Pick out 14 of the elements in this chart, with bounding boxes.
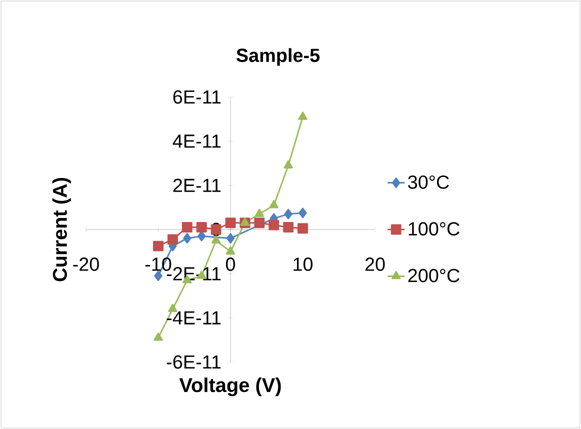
legend-label: 30°C xyxy=(408,175,449,189)
y-tick-label: -6E-11 xyxy=(166,355,221,369)
y-tick-label: 4E-11 xyxy=(172,134,221,148)
y-axis-title: Current (A) xyxy=(52,178,71,282)
y-tick-label: 6E-11 xyxy=(173,90,221,104)
x-tick-label: 10 xyxy=(294,258,313,271)
y-tick-label: 2E-11 xyxy=(173,178,221,192)
x-tick-label: 20 xyxy=(365,258,385,271)
legend-label: 100°C xyxy=(408,222,460,236)
x-axis-title: Voltage (V) xyxy=(179,378,281,396)
legend-label: 200°C xyxy=(408,268,460,282)
x-tick-label: 0 xyxy=(226,258,236,271)
x-tick-label: -20 xyxy=(73,258,99,271)
chart-title: Sample-5 xyxy=(236,48,320,66)
